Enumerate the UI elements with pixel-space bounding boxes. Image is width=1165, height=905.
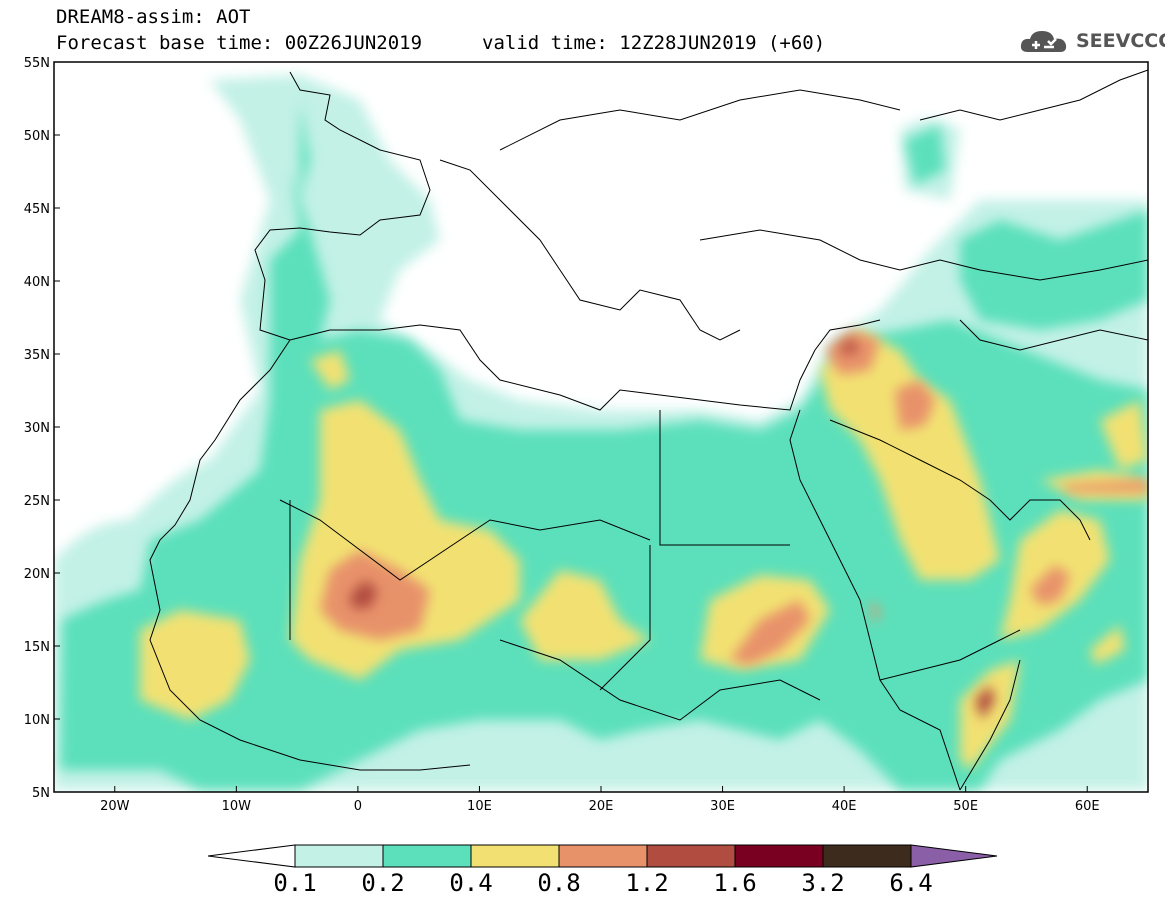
- lat-tick-label: 25N: [24, 494, 50, 509]
- lat-tick-label: 45N: [24, 202, 50, 217]
- colorbar-label: 0.2: [361, 869, 405, 897]
- coastlines: [149, 69, 1148, 791]
- valid-time: valid time: 12Z28JUN2019 (+60): [482, 32, 826, 54]
- logo-text: SEEVCCC: [1076, 30, 1165, 52]
- lat-tick-label: 15N: [24, 640, 50, 655]
- map-title: DREAM8-assim: AOT: [56, 6, 251, 28]
- cloud-icon: [1020, 31, 1067, 52]
- lon-tick-label: 20W: [100, 799, 130, 814]
- aot-field-0.8: [320, 330, 1148, 665]
- colorbar-label: 6.4: [889, 869, 933, 897]
- lat-tick-label: 50N: [24, 129, 50, 144]
- colorbar-swatch: [558, 844, 648, 868]
- lon-tick-label: 20E: [589, 799, 614, 814]
- colorbar-swatch: [822, 844, 912, 868]
- colorbar-label: 1.6: [713, 869, 757, 897]
- lon-tick-label: 10W: [222, 799, 252, 814]
- lat-tick-label: 5N: [32, 786, 50, 801]
- colorbar-high-extension: [910, 844, 998, 868]
- colorbar-label: 1.2: [625, 869, 669, 897]
- colorbar-low-extension: [207, 844, 296, 868]
- lon-tick-label: 50E: [953, 799, 978, 814]
- forecast-base-time: Forecast base time: 00Z26JUN2019: [56, 32, 423, 54]
- colorbar-swatch: [470, 844, 560, 868]
- lat-tick-label: 10N: [24, 713, 50, 728]
- lon-tick-label: 60E: [1075, 799, 1100, 814]
- lon-tick-label: 0: [354, 799, 362, 814]
- lat-tick-label: 35N: [24, 348, 50, 363]
- colorbar-label: 0.4: [449, 869, 493, 897]
- colorbar-swatch: [382, 844, 472, 868]
- colorbar-label: 0.1: [273, 869, 317, 897]
- colorbar-swatch: [734, 844, 824, 868]
- aot-field-1.2: [350, 340, 995, 720]
- lat-tick-label: 30N: [24, 421, 50, 436]
- lat-tick-label: 55N: [24, 56, 50, 71]
- seevccc-logo: SEEVCCC: [1018, 26, 1165, 56]
- colorbar-label: 0.8: [537, 869, 581, 897]
- colorbar-label: 3.2: [801, 869, 845, 897]
- lon-tick-label: 10E: [467, 799, 492, 814]
- lon-tick-label: 40E: [832, 799, 857, 814]
- latitude-axis: 55N 50N 45N 40N 35N 30N 25N 20N 15N 10N 5N: [24, 56, 60, 801]
- lon-tick-label: 30E: [710, 799, 735, 814]
- lat-tick-label: 20N: [24, 567, 50, 582]
- colorbar: [207, 844, 998, 868]
- lat-tick-label: 40N: [24, 275, 50, 290]
- longitude-axis: 20W 10W 0 10E 20E 30E 40E 50E 60E: [100, 786, 1100, 814]
- colorbar-swatch: [294, 844, 384, 868]
- colorbar-swatch: [646, 844, 736, 868]
